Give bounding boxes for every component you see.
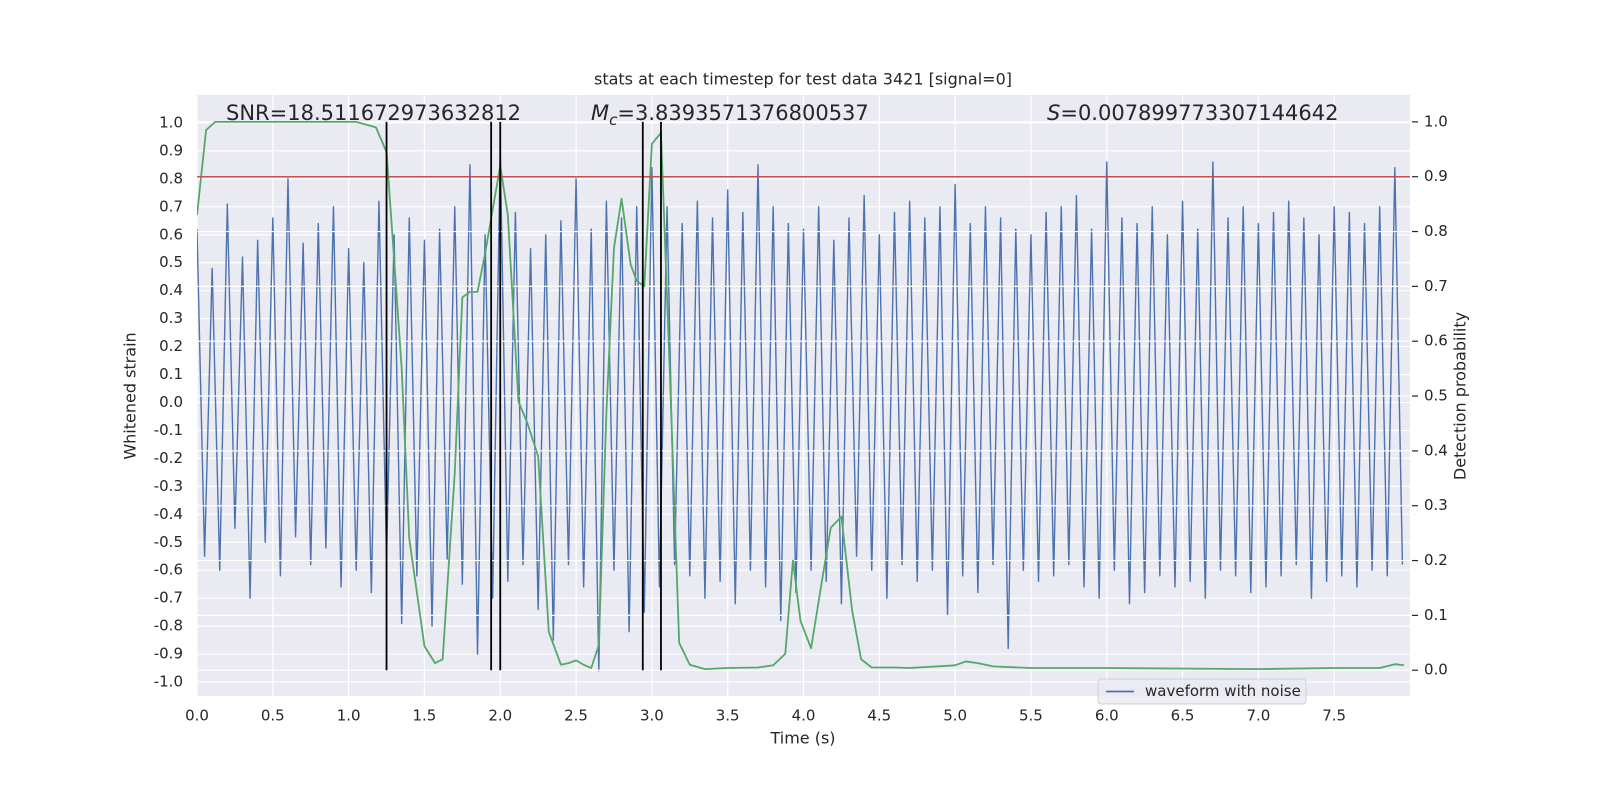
y-tick-label: 0.2 [159, 337, 183, 355]
annotation-symbol: M [591, 101, 609, 125]
x-tick-label: 4.0 [792, 707, 816, 725]
x-tick-label: 1.0 [337, 707, 361, 725]
y-tick-label: 1.0 [159, 113, 183, 131]
x-tick-label: 4.5 [867, 707, 891, 725]
y-tick-label: 0.9 [159, 141, 183, 159]
y-tick-label: 0.5 [159, 253, 183, 271]
series-line [197, 120, 1405, 671]
y-axis-label: Whitened strain [121, 332, 140, 459]
annotation: SNR=18.511672973632812 [226, 101, 521, 125]
y-tick-label: -0.8 [154, 617, 183, 635]
y-tick-label: -0.1 [154, 421, 183, 439]
y2-tick-label: 0.3 [1424, 496, 1448, 514]
annotation-text: =3.8393571376800537 [617, 101, 868, 125]
x-tick-label: 2.5 [564, 707, 588, 725]
x-tick-label: 1.5 [413, 707, 437, 725]
y2-tick-label: 1.0 [1424, 112, 1448, 130]
marks-layer [197, 150, 1404, 672]
annotation-symbol: S [1047, 101, 1060, 125]
y-tick-label: 0.3 [159, 309, 183, 327]
y2-tick-label: 0.1 [1424, 606, 1448, 624]
y2-axis-label: Detection probability [1451, 312, 1470, 480]
annotation: S=0.007899773307144642 [1047, 101, 1338, 125]
y2-tick-label: 0.9 [1424, 167, 1448, 185]
y2-tick-label: 0.8 [1424, 222, 1448, 240]
y-tick-label: 0.1 [159, 365, 183, 383]
y-tick-label: 0.4 [159, 281, 183, 299]
x-tick-label: 5.5 [1019, 707, 1043, 725]
y-tick-label: -0.5 [154, 533, 183, 551]
annotation-text: SNR=18.511672973632812 [226, 101, 521, 125]
y-tick-label: 0.7 [159, 197, 183, 215]
x-tick-label: 6.5 [1171, 707, 1195, 725]
legend-label: waveform with noise [1145, 682, 1301, 700]
x-tick-label: 2.0 [488, 707, 512, 725]
x-tick-label: 5.0 [943, 707, 967, 725]
x-tick-label: 7.5 [1322, 707, 1346, 725]
y-tick-label: 0.6 [159, 225, 183, 243]
y-tick-label: -0.7 [154, 589, 183, 607]
x-tick-label: 0.5 [261, 707, 285, 725]
annotation: Mc=3.8393571376800537 [591, 101, 869, 129]
y-tick-label: -0.4 [154, 505, 183, 523]
x-tick-label: 3.5 [716, 707, 740, 725]
x-tick-label: 6.0 [1095, 707, 1119, 725]
x-tick-label: 3.0 [640, 707, 664, 725]
y2-tick-label: 0.6 [1424, 332, 1448, 350]
y-tick-label: 0.8 [159, 169, 183, 187]
x-tick-label: 0.0 [185, 707, 209, 725]
y-tick-label: -0.2 [154, 449, 183, 467]
y-tick-label: -1.0 [154, 673, 183, 691]
y2-marks-layer [197, 120, 1410, 671]
y2-tick-label: 0.0 [1424, 661, 1448, 679]
annotation-subscript: c [609, 111, 618, 129]
y-tick-label: 0.0 [159, 393, 183, 411]
y2-tick-label: 0.5 [1424, 387, 1448, 405]
y-tick-label: -0.9 [154, 645, 183, 663]
series-line [197, 150, 1404, 672]
y2-tick-label: 0.2 [1424, 551, 1448, 569]
y-tick-label: -0.6 [154, 561, 183, 579]
x-tick-label: 7.0 [1246, 707, 1270, 725]
y2-tick-label: 0.7 [1424, 277, 1448, 295]
x-axis-label: Time (s) [769, 729, 835, 748]
annotation-text: =0.007899773307144642 [1060, 101, 1338, 125]
y2-tick-label: 0.4 [1424, 441, 1448, 459]
chart-title: stats at each timestep for test data 342… [594, 70, 1012, 89]
legend-box [1097, 678, 1307, 705]
y-tick-label: -0.3 [154, 477, 183, 495]
